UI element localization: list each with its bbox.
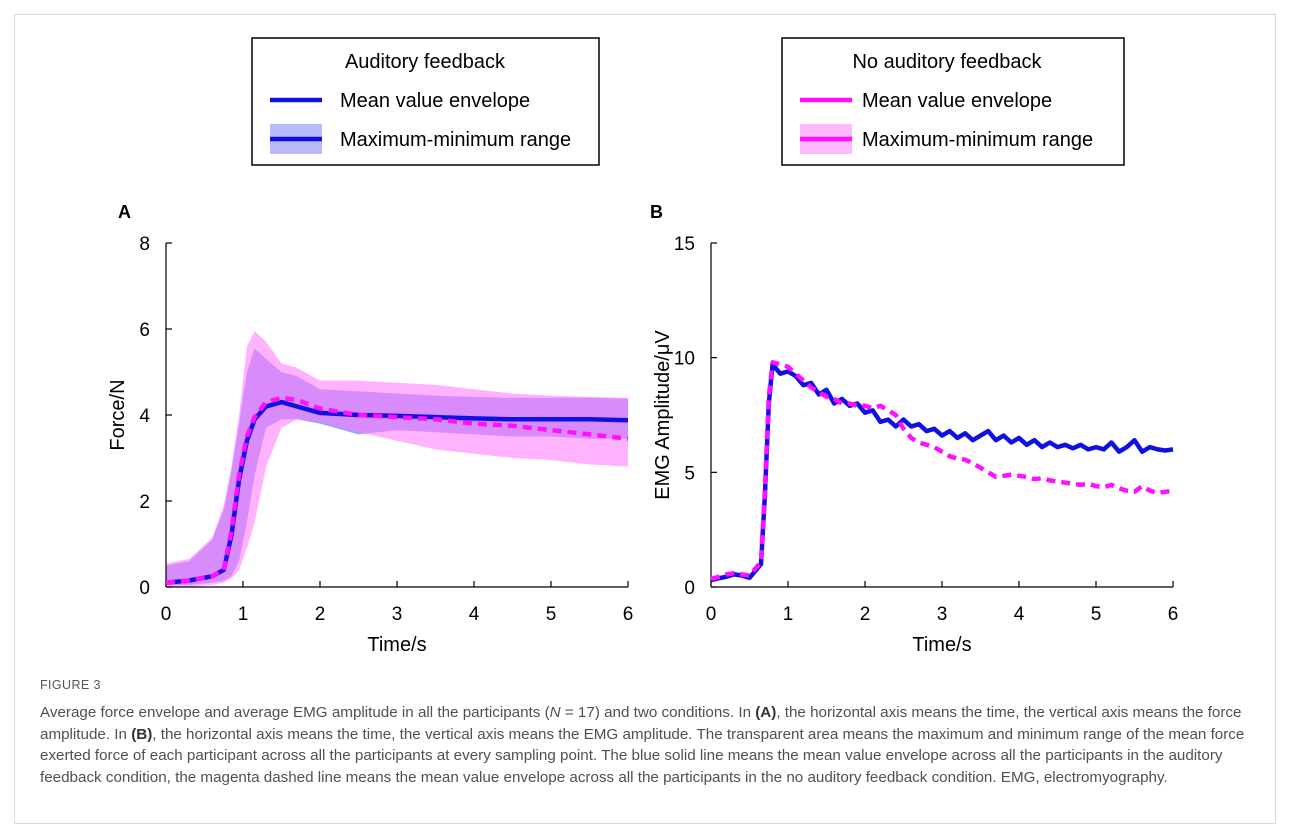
mean-line-auditory bbox=[710, 362, 1174, 583]
legend-auditory: Auditory feedback Mean value envelope Ma… bbox=[251, 37, 600, 166]
x-tick-label: 5 bbox=[546, 604, 557, 625]
x-tick-label: 6 bbox=[1168, 604, 1179, 625]
x-tick-label: 1 bbox=[783, 604, 794, 625]
y-tick-label: 0 bbox=[684, 578, 695, 599]
legend-no-auditory: No auditory feedback Mean value envelope… bbox=[781, 37, 1125, 166]
caption-fragment: = 17) and two conditions. In bbox=[560, 704, 756, 721]
figure-canvas: Auditory feedback Mean value envelope Ma… bbox=[107, 37, 1178, 656]
caption-fragment: (A) bbox=[755, 704, 777, 721]
caption-fragment: , the horizontal axis means the time, th… bbox=[40, 725, 1245, 786]
y-tick-label: 4 bbox=[139, 406, 150, 427]
caption-fragment: , the horizontal axis means the time, th… bbox=[40, 704, 1242, 743]
x-tick-label: 0 bbox=[706, 604, 717, 625]
legend-item-mean: Mean value envelope bbox=[340, 90, 530, 112]
mean-line-no-auditory bbox=[710, 360, 1174, 582]
y-tick-label: 0 bbox=[139, 578, 150, 599]
y-tick-label: 8 bbox=[139, 234, 150, 255]
x-axis-label: Time/s bbox=[367, 634, 426, 656]
figure-frame bbox=[14, 14, 1276, 824]
caption-text: Average force envelope and average EMG a… bbox=[40, 702, 1270, 788]
x-tick-label: 3 bbox=[392, 604, 403, 625]
figure-caption: FIGURE 3 Average force envelope and aver… bbox=[40, 678, 1270, 788]
x-tick-label: 6 bbox=[623, 604, 634, 625]
y-tick-label: 5 bbox=[684, 463, 695, 484]
legend-item-range: Maximum-minimum range bbox=[340, 129, 571, 151]
x-tick-label: 5 bbox=[1091, 604, 1102, 625]
mean-line-no-auditory bbox=[165, 395, 629, 585]
x-tick-label: 4 bbox=[469, 604, 480, 625]
y-axis-label: EMG Amplitude/μV bbox=[652, 330, 674, 500]
chart-panel-b: 0 1 2 3 4 5 6 0 5 10 15 Time/s EMG Amplitude/μV bbox=[652, 234, 1178, 656]
y-tick-label: 10 bbox=[674, 349, 695, 370]
y-tick-label: 6 bbox=[139, 320, 150, 341]
panel-label-b: B bbox=[650, 202, 663, 222]
legend-title: No auditory feedback bbox=[852, 51, 1042, 73]
x-tick-label: 2 bbox=[315, 604, 326, 625]
x-tick-label: 1 bbox=[238, 604, 249, 625]
panel-label-a: A bbox=[118, 202, 131, 222]
legend-item-mean: Mean value envelope bbox=[862, 90, 1052, 112]
legend-title: Auditory feedback bbox=[345, 51, 506, 73]
chart-panel-a: 0 1 2 3 4 5 6 0 2 4 6 8 Time/s Force/N bbox=[107, 234, 633, 656]
caption-fragment: Average force envelope and average EMG a… bbox=[40, 704, 550, 721]
x-tick-label: 0 bbox=[161, 604, 172, 625]
x-tick-label: 3 bbox=[937, 604, 948, 625]
caption-fragment: (B) bbox=[131, 725, 153, 743]
y-tick-label: 2 bbox=[139, 492, 150, 513]
x-tick-label: 2 bbox=[860, 604, 871, 625]
y-axis-label: Force/N bbox=[107, 379, 129, 450]
x-tick-label: 4 bbox=[1014, 604, 1025, 625]
caption-fragment: N bbox=[549, 704, 561, 721]
y-tick-label: 15 bbox=[674, 234, 695, 255]
legend-item-range: Maximum-minimum range bbox=[862, 129, 1093, 151]
x-axis-label: Time/s bbox=[912, 634, 971, 656]
range-band-no-auditory bbox=[166, 331, 628, 587]
figure-label: FIGURE 3 bbox=[40, 678, 101, 692]
